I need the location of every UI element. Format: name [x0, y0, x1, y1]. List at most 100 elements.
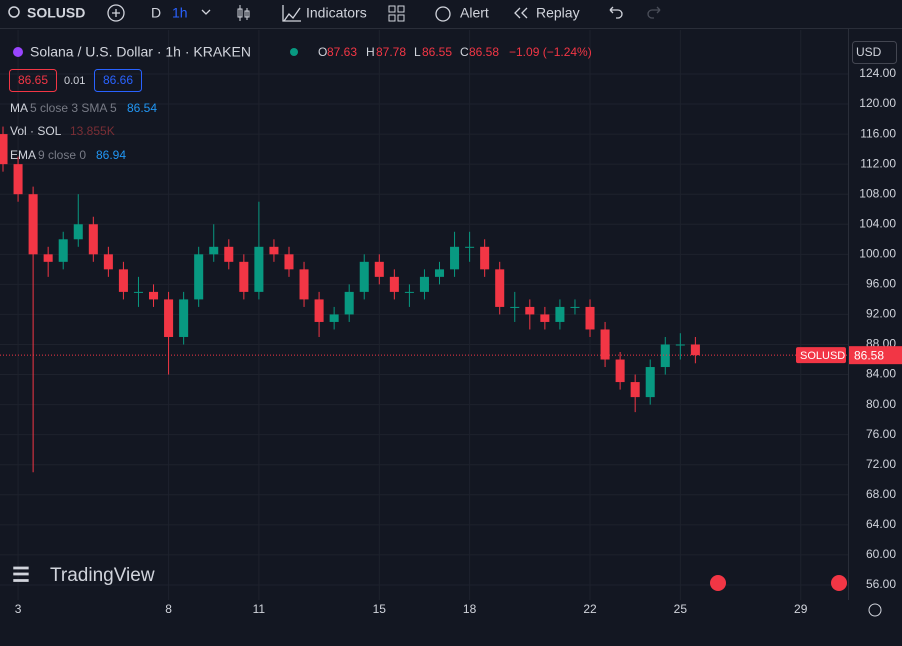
- candle-body: [525, 306, 535, 315]
- indicators-button[interactable]: Indicators: [306, 5, 367, 21]
- symbol[interactable]: SOLUSD: [27, 5, 85, 21]
- replay-icon: [514, 7, 528, 19]
- candle-body: [118, 269, 128, 292]
- y-tick-label: 60.00: [866, 547, 896, 561]
- o-label: O: [318, 45, 327, 59]
- candle-body: [103, 254, 113, 270]
- candle-body: [480, 246, 490, 270]
- vol-value: 13.855K: [70, 124, 115, 138]
- candle-body: [299, 269, 309, 300]
- candle-body: [434, 269, 445, 277]
- interval-d[interactable]: D: [151, 5, 161, 21]
- undo-button[interactable]: [609, 6, 623, 19]
- candle-body: [645, 367, 655, 398]
- candle-body: [570, 306, 580, 308]
- candle-body: [660, 344, 670, 368]
- replay-button[interactable]: Replay: [536, 5, 580, 21]
- o-value: 87.63: [327, 45, 357, 59]
- indicators-icon: [282, 5, 301, 22]
- ma-params: 5 close 3 SMA 5: [30, 101, 117, 115]
- candle-body: [194, 254, 204, 300]
- price-tag-label: 86.58: [854, 348, 884, 362]
- x-tick-label: 25: [674, 602, 688, 616]
- candle-body: [149, 291, 159, 300]
- candle-body: [404, 291, 414, 293]
- c-label: C: [460, 45, 469, 59]
- solana-logo: [13, 47, 23, 57]
- candle-body: [254, 246, 264, 292]
- y-tick-label: 124.00: [859, 66, 896, 80]
- ask-box[interactable]: [94, 69, 142, 92]
- candle-body: [450, 246, 460, 270]
- change: −1.09 (−1.24%): [509, 45, 592, 59]
- candle-body: [58, 239, 68, 262]
- candle-body: [675, 344, 685, 346]
- interval-dropdown[interactable]: [201, 9, 211, 15]
- x-tick-label: 8: [165, 602, 172, 616]
- y-tick-label: 100.00: [859, 246, 896, 260]
- plus-icon: [112, 9, 120, 17]
- candle-body: [329, 314, 339, 322]
- y-tick-label: 56.00: [866, 577, 896, 591]
- redo-button[interactable]: [647, 6, 661, 19]
- currency-button[interactable]: [852, 41, 897, 64]
- interval[interactable]: 1h: [172, 5, 188, 21]
- candle-body: [555, 306, 565, 322]
- search-icon[interactable]: [8, 6, 20, 18]
- candle-body: [389, 276, 399, 292]
- c-value: 86.58: [469, 45, 499, 59]
- candle-body: [495, 269, 505, 307]
- y-tick-label: 120.00: [859, 96, 896, 110]
- candle-body: [465, 246, 475, 248]
- l-value: 86.55: [422, 45, 452, 59]
- h-value: 87.78: [376, 45, 406, 59]
- candle-body: [73, 224, 83, 240]
- x-tick-label: 11: [253, 602, 266, 616]
- market-status: [290, 48, 298, 56]
- h-label: H: [366, 45, 375, 59]
- candle-body: [0, 134, 8, 165]
- ma-name: MA: [10, 101, 28, 115]
- vol-name: Vol · SOL: [10, 124, 62, 138]
- bid[interactable]: 86.65: [18, 73, 48, 87]
- settings-button[interactable]: [868, 603, 882, 617]
- y-tick-label: 116.00: [860, 126, 896, 140]
- ema-params: 9 close 0: [38, 148, 86, 162]
- alert-button[interactable]: Alert: [460, 5, 489, 21]
- bid-box[interactable]: [9, 69, 57, 92]
- candle-body: [28, 194, 38, 255]
- event-flag[interactable]: [710, 575, 726, 591]
- currency[interactable]: USD: [856, 45, 882, 59]
- candle-body: [269, 246, 279, 255]
- spread: 0.01: [64, 75, 85, 87]
- candle-body: [344, 291, 354, 315]
- y-tick-label: 96.00: [866, 277, 896, 291]
- x-tick-label: 22: [583, 602, 597, 616]
- event-flag[interactable]: [831, 575, 847, 591]
- tv-logo-mark: ☰: [12, 564, 30, 586]
- y-tick-label: 84.00: [866, 367, 896, 381]
- candle-body: [164, 299, 174, 337]
- candle-body: [284, 254, 294, 270]
- candle-body: [133, 291, 143, 293]
- ema-name: EMA: [10, 148, 36, 162]
- x-tick-label: 18: [463, 602, 477, 616]
- chart-type-icon[interactable]: [237, 5, 250, 21]
- ma-value: 86.54: [127, 101, 157, 115]
- symbol-tag: [796, 347, 846, 364]
- candle-body: [374, 261, 384, 277]
- compare-button[interactable]: [107, 4, 125, 22]
- candle-body: [88, 224, 98, 255]
- candle-body: [179, 299, 189, 337]
- y-tick-label: 64.00: [866, 517, 896, 531]
- candle-body: [510, 306, 520, 308]
- ask[interactable]: 86.66: [103, 73, 133, 87]
- candle-body: [314, 299, 324, 322]
- x-tick-label: 29: [794, 602, 808, 616]
- candle-body: [359, 261, 369, 292]
- candle-body: [630, 382, 640, 398]
- y-tick-label: 92.00: [866, 307, 896, 321]
- layouts-icon[interactable]: [388, 5, 405, 22]
- candle-body: [43, 254, 53, 262]
